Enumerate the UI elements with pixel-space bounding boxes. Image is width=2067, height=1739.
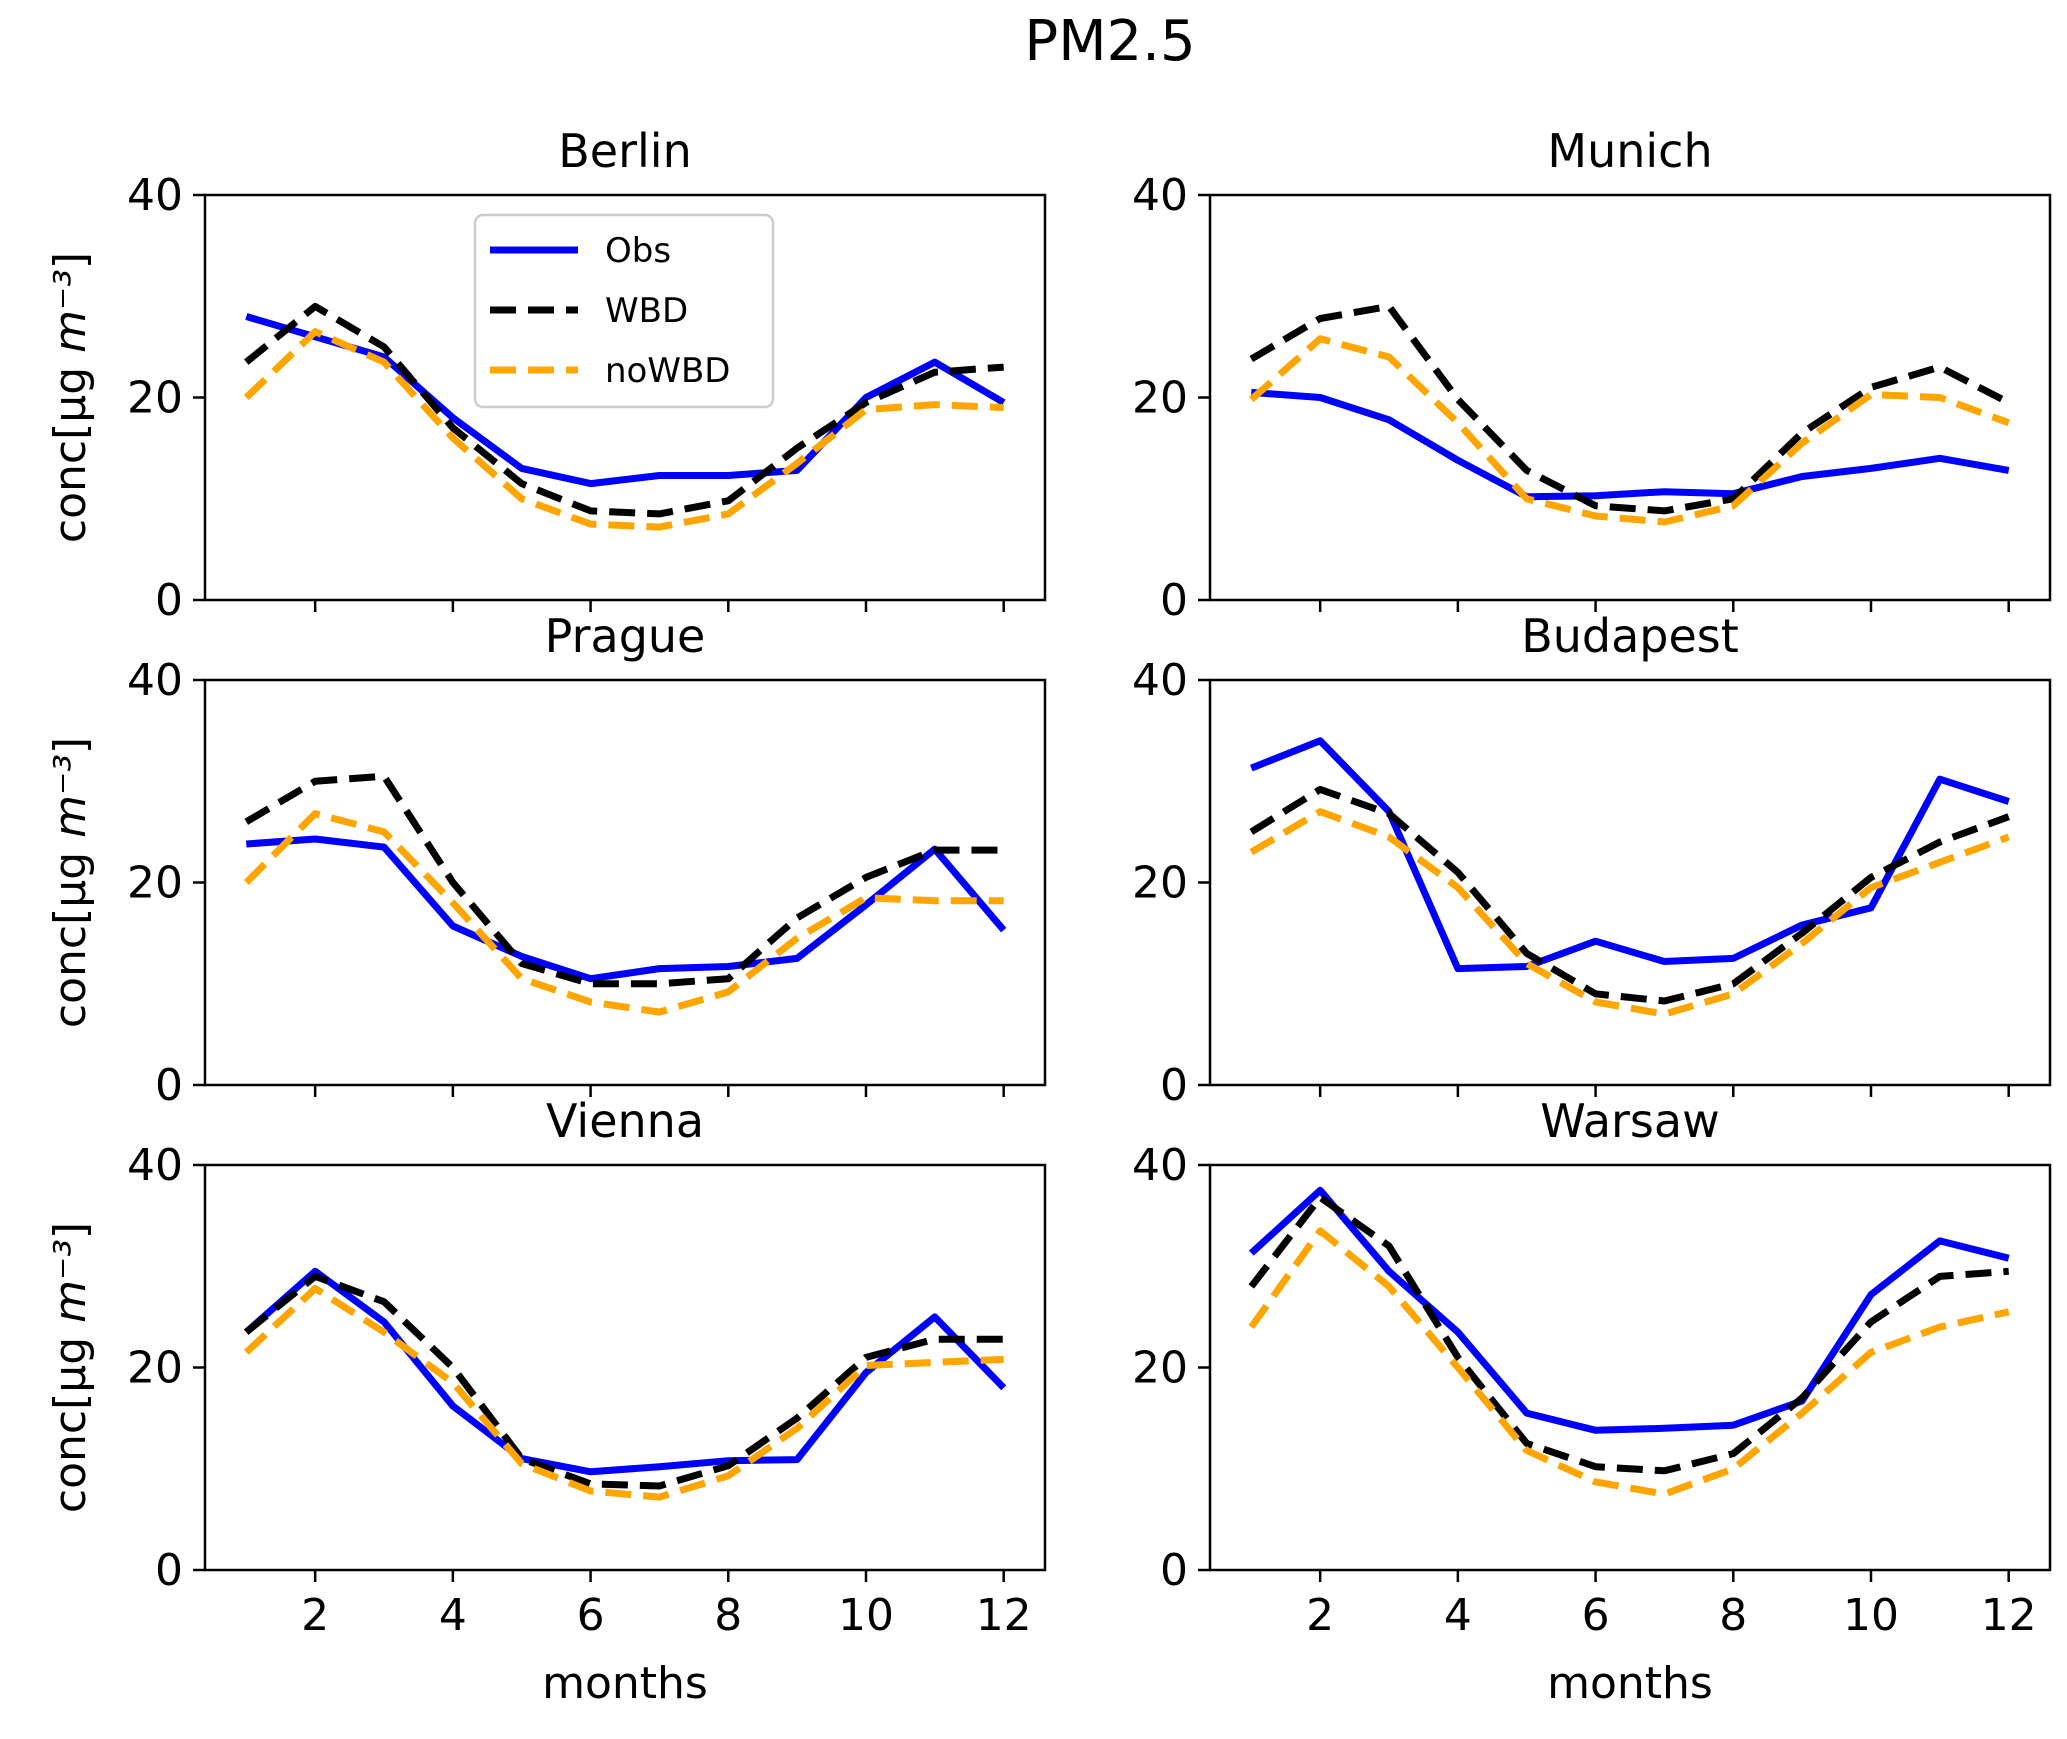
x-tick-label: 2 [301,1590,329,1641]
x-tick-label: 4 [439,1590,467,1641]
x-tick-label: 2 [1306,1590,1334,1641]
y-axis-label: conc[μg m⁻³] [45,252,96,543]
series-line-wbd [244,302,1004,518]
series-line-obs [246,835,1007,983]
series-line-nowbd [1248,1227,2010,1498]
x-tick-label: 4 [1444,1590,1472,1641]
y-tick-label: 0 [155,1060,183,1111]
x-tick-label: 8 [714,1590,742,1641]
y-tick-label: 0 [155,575,183,626]
series-line-nowbd [1249,808,2010,1018]
legend-label: Obs [605,231,671,271]
y-tick-label: 20 [127,1343,183,1394]
series-line-nowbd [243,810,1004,1016]
y-tick-label: 20 [1132,1343,1188,1394]
y-tick-label: 40 [127,1140,183,1191]
series-line-obs [1251,388,2010,501]
series-line-wbd [244,1272,1004,1490]
series-line-wbd [1249,785,2010,1005]
panel-title: Warsaw [1540,1094,1719,1148]
y-tick-label: 0 [155,1545,183,1596]
panel-munich: 0 20 40 Munich [1132,124,2052,626]
x-tick-label: 12 [1981,1590,2037,1641]
x-tick-label: 8 [1719,1590,1747,1641]
panel-title: Vienna [546,1094,704,1148]
series-line-nowbd [243,1285,1004,1501]
series-line-wbd [1248,1193,2009,1475]
y-tick-label: 0 [1160,1545,1188,1596]
figure-title: PM2.5 [1024,9,1195,74]
x-axis-label: months [1547,1658,1713,1709]
y-axis-label: conc[μg m⁻³] [45,1222,96,1513]
x-tick-label: 6 [577,1590,605,1641]
panel-title: Prague [545,609,706,663]
y-tick-label: 20 [1132,373,1188,424]
y-tick-label: 40 [1132,1140,1188,1191]
y-tick-label: 40 [1132,170,1188,221]
x-tick-label: 12 [976,1590,1032,1641]
y-tick-label: 0 [1160,575,1188,626]
panel-warsaw: 2 4 6 8 10 12 0 20 40 Warsaw months [1132,1094,2052,1709]
panel-berlin: 0 20 40 Berlin conc[μg m⁻³] Obs WBD noWBD [45,124,1047,626]
plot-frame [203,678,1047,1087]
x-tick-label: 6 [1582,1590,1610,1641]
y-axis-label: conc[μg m⁻³] [45,737,96,1028]
panel-vienna: 2 4 6 8 10 12 0 20 40 Vienna months conc[μg m⁻³] [45,1094,1047,1709]
y-tick-label: 20 [1132,858,1188,909]
x-tick-label: 10 [838,1590,894,1641]
y-tick-label: 40 [1132,655,1188,706]
series-line-nowbd [1248,335,2010,526]
series-line-wbd [244,772,1004,988]
x-axis-label: months [542,1658,708,1709]
series-line-obs [1248,1186,2010,1434]
y-tick-label: 0 [1160,1060,1188,1111]
panel-title: Munich [1547,124,1712,178]
series-line-wbd [1249,302,2011,515]
plot-frame [1208,1163,2052,1572]
y-tick-label: 40 [127,170,183,221]
legend-label: noWBD [605,351,730,391]
legend-label: WBD [605,291,688,331]
x-tick-label: 10 [1843,1590,1899,1641]
series-line-obs [243,1267,1007,1476]
series-line-nowbd [243,328,1004,531]
y-tick-label: 40 [127,655,183,706]
y-tick-label: 20 [127,858,183,909]
panel-title: Budapest [1521,609,1739,663]
panel-prague: 0 20 40 Prague conc[μg m⁻³] [45,609,1047,1111]
legend-box [473,213,775,409]
panel-title: Berlin [558,124,692,178]
y-tick-label: 20 [127,373,183,424]
series-line-obs [1250,737,2010,973]
legend: Obs WBD noWBD [473,213,775,409]
panel-budapest: 0 20 40 Budapest [1132,609,2052,1111]
plot-frame [203,1163,1047,1572]
plot-frame [1208,678,2052,1087]
